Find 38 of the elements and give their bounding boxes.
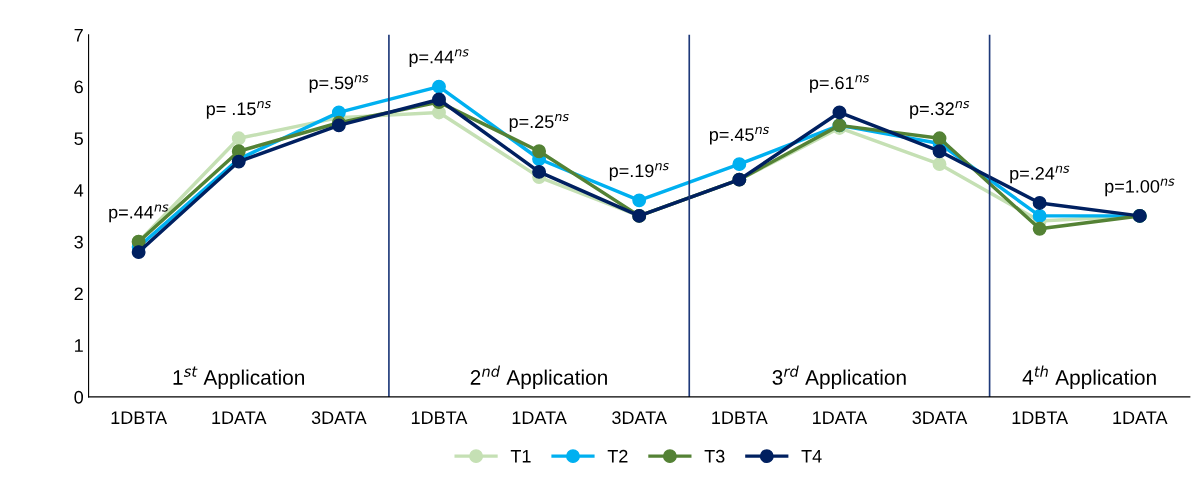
x-tick-label: 1DATA — [512, 411, 567, 424]
annotation: p=.25$^{ns}$ — [509, 113, 569, 132]
annotation: p=.24$^{ns}$ — [1010, 165, 1070, 184]
y-tick-label: 4 — [74, 184, 84, 197]
annotation: p=.44$^{ns}$ — [409, 49, 469, 67]
x-tick-label: 1DBTA — [111, 411, 168, 424]
legend-label: T2 — [607, 449, 628, 463]
annotation: 4$^{th}$ Application — [1022, 365, 1156, 389]
legend-label: T1 — [510, 450, 531, 463]
y-tick-label: 7 — [74, 28, 83, 42]
annotation: 1$^{st}$ Application — [173, 366, 304, 389]
x-tick-label: 3DATA — [311, 411, 367, 425]
x-tick-label: 1DBTA — [712, 411, 768, 424]
x-tick-label: 1DBTA — [1012, 411, 1069, 424]
x-tick-label: 1DATA — [212, 411, 267, 424]
x-tick-label: 3DATA — [612, 411, 667, 425]
y-tick-label: 5 — [74, 132, 83, 146]
annotation: 3$^{rd}$ Application — [772, 365, 906, 389]
annotation: p=.44$^{ns}$ — [109, 204, 169, 223]
legend-label: T4 — [801, 450, 822, 463]
annotation: p=.59$^{ns}$ — [309, 75, 369, 93]
annotation: p=.61$^{ns}$ — [810, 75, 870, 93]
y-tick-label: 0 — [74, 390, 84, 404]
y-tick-label: 2 — [74, 287, 83, 301]
x-tick-label: 1DBTA — [411, 411, 468, 424]
annotation: p= .15$^{ns}$ — [206, 100, 271, 119]
annotation: p=.32$^{ns}$ — [910, 100, 970, 119]
y-tick-label: 6 — [74, 80, 83, 94]
x-tick-label: 1DATA — [1113, 411, 1168, 424]
legend-label: T3 — [704, 449, 725, 463]
y-tick-label: 3 — [74, 235, 83, 249]
annotation: p=.19$^{ns}$ — [609, 163, 669, 181]
y-tick-label: 1 — [75, 339, 83, 352]
annotation: 2$^{nd}$ Application — [470, 365, 607, 389]
annotation: p=1.00$^{ns}$ — [1105, 178, 1175, 197]
x-tick-label: 3DATA — [912, 411, 968, 425]
x-tick-label: 1DATA — [813, 411, 868, 424]
annotation: p=.45$^{ns}$ — [709, 126, 769, 145]
